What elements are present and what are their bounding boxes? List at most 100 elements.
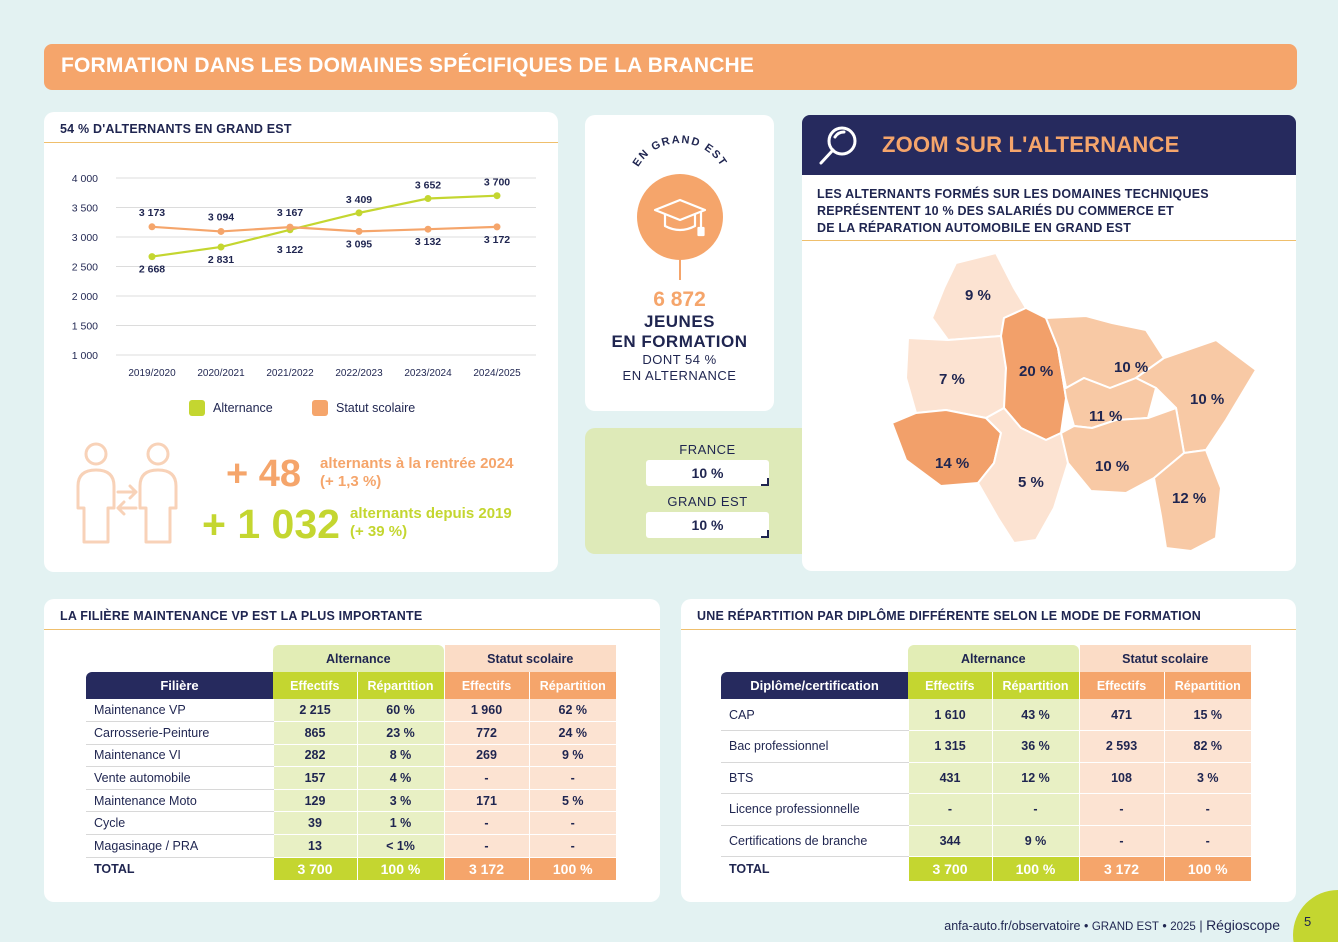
corner-mark <box>761 478 769 486</box>
table-cell: 8 % <box>356 744 444 768</box>
row-label: Maintenance VI <box>86 744 273 768</box>
table-row: BTS 431 12 % 108 3 % <box>721 762 1251 794</box>
table-cell: 39 <box>272 811 357 836</box>
table-cell: - <box>528 811 616 836</box>
column-header: Effectifs <box>1078 672 1164 699</box>
grandest-value: 10 % <box>691 517 724 533</box>
data-label: 3 167 <box>277 207 303 219</box>
table-cell: 13 <box>272 834 357 858</box>
y-tick-label: 1 000 <box>72 350 98 362</box>
table-cell: 62 % <box>528 699 616 723</box>
column-header: Effectifs <box>908 672 992 699</box>
france-value: 10 % <box>691 465 724 481</box>
table-cell: 269 <box>443 744 529 768</box>
table-cell: 3 % <box>356 789 444 813</box>
row-label: CAP <box>721 699 908 731</box>
map-label-ardennes: 9 % <box>965 287 991 304</box>
divider <box>679 258 681 280</box>
grand-est-map <box>891 252 1257 552</box>
jeunes-formation-card: EN GRAND EST 6 872 JEUNES EN FORMATION D… <box>585 115 774 411</box>
table-cell: - <box>528 766 616 790</box>
row-label: BTS <box>721 762 908 794</box>
table-cell: 43 % <box>991 699 1079 731</box>
grandest-label: GRAND EST <box>667 494 748 509</box>
map-label-haut-rhin: 12 % <box>1172 490 1207 507</box>
table-cell: - <box>1163 793 1251 826</box>
total-label: TOTAL <box>94 861 135 876</box>
table-cell: - <box>907 793 992 826</box>
table-cell: - <box>1078 825 1164 857</box>
kpi-sub: (+ 39 %) <box>350 523 408 540</box>
table-cell: 60 % <box>356 699 444 723</box>
row-label: Maintenance Moto <box>86 789 273 813</box>
table-row: Maintenance VP 2 215 60 % 1 960 62 % <box>86 699 616 723</box>
column-header: Répartition <box>528 672 616 699</box>
total-cell: 3 172 <box>443 857 529 881</box>
table-cell: 36 % <box>991 730 1079 763</box>
table-cell: 431 <box>907 762 992 794</box>
table-cell: 344 <box>907 825 992 857</box>
chart-card: 54 % D'ALTERNANTS EN GRAND EST 4 000 3 50… <box>44 112 558 572</box>
data-label: 3 132 <box>415 236 441 248</box>
dept-meurthe-moselle <box>1057 347 1157 429</box>
zoom-description: LES ALTERNANTS FORMÉS SUR LES DOMAINES T… <box>817 186 1209 237</box>
graduation-cap-icon <box>653 198 707 237</box>
data-point <box>355 227 363 235</box>
table-row: Certifications de branche 344 9 % - - <box>721 825 1251 857</box>
diplome-title: UNE RÉPARTITION PAR DIPLÔME DIFFÉRENTE S… <box>697 609 1201 623</box>
table-cell: - <box>528 834 616 858</box>
map-label-haute-marne: 5 % <box>1018 474 1044 491</box>
footer-region: GRAND EST <box>1091 921 1159 933</box>
table-cell: 171 <box>443 789 529 813</box>
footer-year: 2025 <box>1170 921 1196 933</box>
table-cell: 82 % <box>1163 730 1251 763</box>
x-tick-label: 2021/2022 <box>266 368 314 379</box>
france-label: FRANCE <box>679 442 736 457</box>
grandest-value-box: 10 % <box>646 512 769 538</box>
column-header: Répartition <box>356 672 444 699</box>
map-label-meuse: 20 % <box>1019 363 1054 380</box>
data-label: 3 173 <box>139 207 165 219</box>
total-cell: 3 700 <box>907 856 992 881</box>
divider <box>44 629 660 630</box>
column-header: Diplôme/certification <box>721 672 908 699</box>
y-tick-label: 1 500 <box>72 321 98 333</box>
total-cell: 100 % <box>528 857 616 881</box>
data-point <box>355 209 363 217</box>
table-cell: 23 % <box>356 721 444 745</box>
zoom-text-line: DE LA RÉPARATION AUTOMOBILE EN GRAND EST <box>817 221 1132 235</box>
map-label-vosges: 10 % <box>1095 458 1130 475</box>
column-header: Répartition <box>991 672 1079 699</box>
footer-brand: Régioscope <box>1206 917 1280 933</box>
table-cell: 3 % <box>1163 762 1251 794</box>
table-cell: 5 % <box>528 789 616 813</box>
footer-sep: • <box>1162 919 1171 933</box>
column-header: Effectifs <box>273 672 357 699</box>
svg-text:EN GRAND EST: EN GRAND EST <box>631 134 730 169</box>
data-label: 3 700 <box>484 177 510 189</box>
page-number: 5 <box>1304 914 1312 929</box>
table-row: Bac professionnel 1 315 36 % 2 593 82 % <box>721 730 1251 763</box>
kpi-value-rentree: + 48 <box>226 453 302 495</box>
data-point <box>493 192 501 200</box>
x-tick-label: 2022/2023 <box>335 368 383 379</box>
table-cell: 4 % <box>356 766 444 790</box>
data-point <box>217 243 225 251</box>
table-cell: 9 % <box>528 744 616 768</box>
data-point <box>286 223 294 231</box>
legend-swatch <box>189 400 205 416</box>
table-cell: - <box>991 793 1079 826</box>
table-cell: 157 <box>272 766 357 790</box>
table-cell: - <box>1163 825 1251 857</box>
zoom-card: ZOOM SUR L'ALTERNANCE LES ALTERNANTS FOR… <box>802 115 1296 571</box>
footer-url[interactable]: anfa-auto.fr/observatoire <box>944 919 1081 933</box>
table-cell: - <box>443 834 529 858</box>
zoom-text-line: LES ALTERNANTS FORMÉS SUR LES DOMAINES T… <box>817 187 1209 201</box>
y-tick-label: 4 000 <box>72 173 98 185</box>
total-cell: 100 % <box>1163 856 1251 881</box>
table-cell: 1 % <box>356 811 444 836</box>
section-banner: FORMATION DANS LES DOMAINES SPÉCIFIQUES … <box>44 44 1297 90</box>
kpi-label-depuis: alternants depuis 2019 (+ 39 %) <box>350 505 512 541</box>
data-label: 2 668 <box>139 264 165 276</box>
footer-sep: | <box>1199 919 1207 933</box>
